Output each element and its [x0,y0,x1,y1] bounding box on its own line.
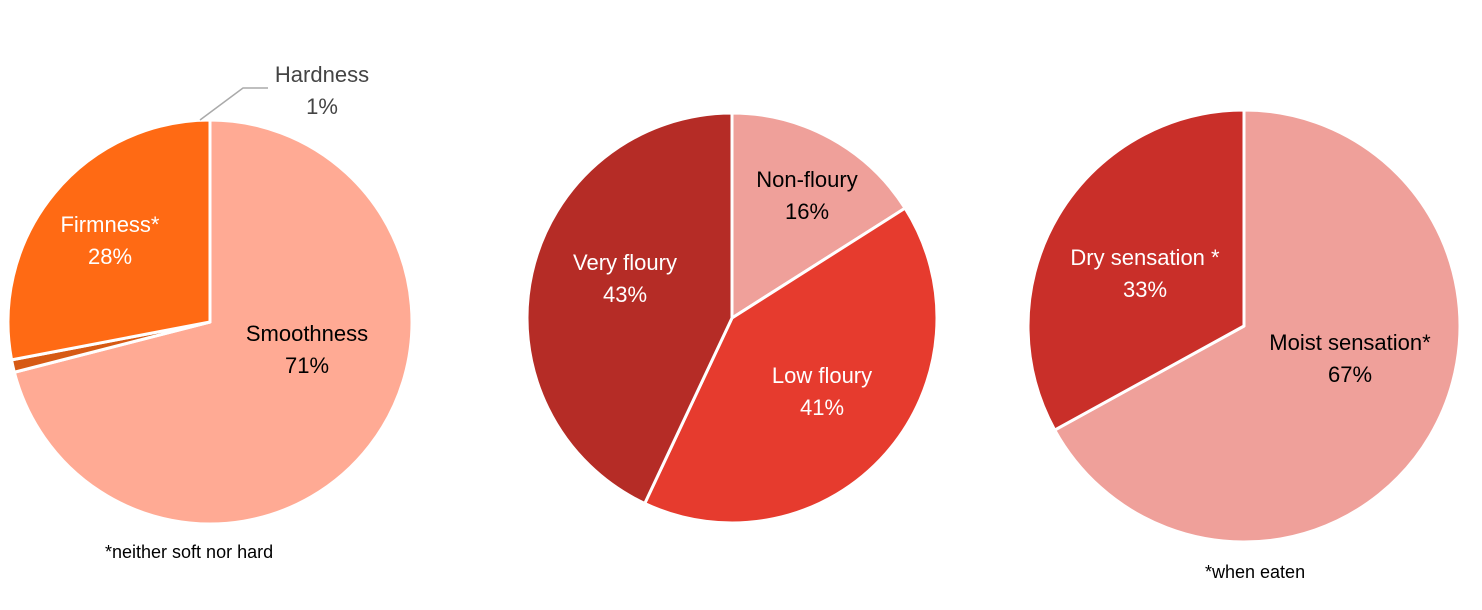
footnote-when-eaten: *when eaten [1205,562,1306,582]
slice-label-smoothness: Smoothness [246,321,368,346]
slice-value-very-floury: 43% [603,282,647,307]
pie-slice-smoothness [12,118,414,526]
slice-label-dry-sensation: Dry sensation * [1070,245,1220,270]
pie-slice-non-floury [730,111,907,320]
slice-value-smoothness: 71% [285,353,329,378]
pie-slice-low-floury [643,206,939,525]
pie-chart-texture-firmness: Smoothness 71% Hardness 1% Firmness* 28% [6,62,414,526]
slice-value-firmness: 28% [88,244,132,269]
slice-label-non-floury: Non-floury [756,167,857,192]
slice-value-moist-sensation: 67% [1328,362,1372,387]
slice-label-very-floury: Very floury [573,250,677,275]
slice-value-dry-sensation: 33% [1123,277,1167,302]
footnote-neither-soft-nor-hard: *neither soft nor hard [105,542,274,562]
pie-chart-moisture-sensation: Moist sensation* 67% Dry sensation * 33% [1026,108,1462,544]
slice-label-moist-sensation: Moist sensation* [1269,330,1431,355]
slice-label-hardness: Hardness [275,62,369,87]
slice-value-low-floury: 41% [800,395,844,420]
pie-slice-dry-sensation [1026,108,1246,432]
slice-value-hardness: 1% [306,94,338,119]
pie-slice-firmness [6,118,212,362]
pie-slice-very-floury [525,111,734,505]
slice-value-non-floury: 16% [785,199,829,224]
pie-slice-moist-sensation [1053,108,1462,544]
slice-label-low-floury: Low floury [772,363,872,388]
pie-chart-flouriness: Non-floury 16% Low floury 41% Very floury 43% [525,111,939,525]
slice-label-firmness: Firmness* [60,212,159,237]
leader-line-hardness [199,87,268,121]
